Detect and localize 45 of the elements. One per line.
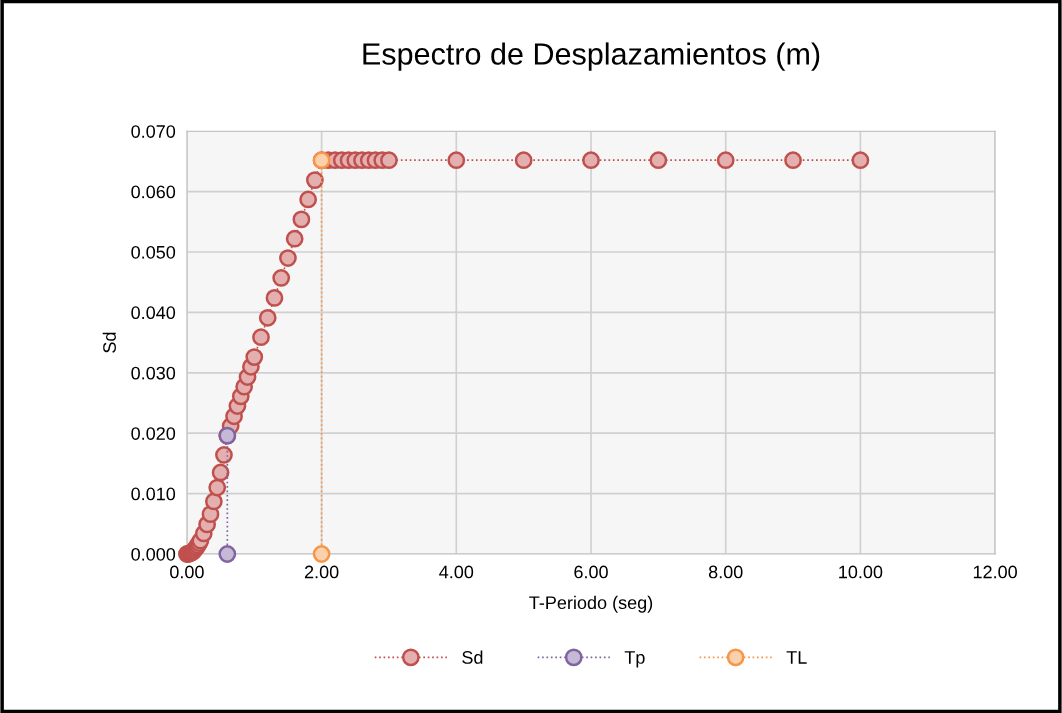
point — [215, 446, 233, 464]
y-tick-label: 0.020 — [131, 427, 176, 440]
point — [218, 545, 237, 563]
point — [299, 190, 318, 209]
point — [380, 151, 398, 170]
legend-label: TL — [786, 651, 807, 664]
x-tick-label: 6.00 — [574, 565, 608, 579]
point — [649, 151, 668, 170]
point — [582, 151, 600, 170]
point — [784, 151, 802, 170]
point — [208, 478, 227, 497]
point — [514, 151, 533, 170]
point — [279, 249, 297, 267]
point — [851, 151, 870, 170]
point — [265, 289, 284, 307]
point — [258, 308, 277, 327]
chart-title: Espectro de Desplazamientos (m) — [363, 42, 820, 71]
y-tick-label: 0.060 — [131, 185, 176, 199]
point — [292, 210, 311, 229]
y-tick-label: 0.040 — [131, 306, 176, 320]
y-tick-label: 0.070 — [131, 125, 176, 138]
y-tick-label: 0.010 — [131, 487, 176, 501]
x-tick-label: 10.00 — [839, 565, 883, 579]
point — [447, 151, 466, 170]
point — [312, 545, 331, 563]
x-tick-label: 4.00 — [439, 565, 474, 579]
y-axis-title: Sd — [102, 332, 116, 353]
point — [305, 171, 324, 190]
y-tick-label: 0.000 — [131, 547, 176, 561]
x-tick-label: 0.00 — [170, 565, 204, 579]
legend-label: Sd — [462, 650, 483, 664]
point — [211, 463, 230, 482]
x-tick-label: 8.00 — [708, 565, 743, 579]
legend-label: Tp — [624, 651, 645, 668]
y-tick-label: 0.050 — [131, 245, 176, 259]
x-axis-title: T-Periodo (seg) — [529, 595, 653, 613]
point — [252, 328, 270, 347]
point — [245, 348, 264, 366]
point — [272, 269, 291, 287]
x-tick-label: 12.00 — [973, 565, 1017, 579]
point — [716, 151, 735, 170]
y-tick-label: 0.030 — [131, 366, 176, 380]
point — [204, 492, 223, 511]
x-tick-label: 2.00 — [304, 565, 339, 579]
point — [285, 229, 304, 248]
